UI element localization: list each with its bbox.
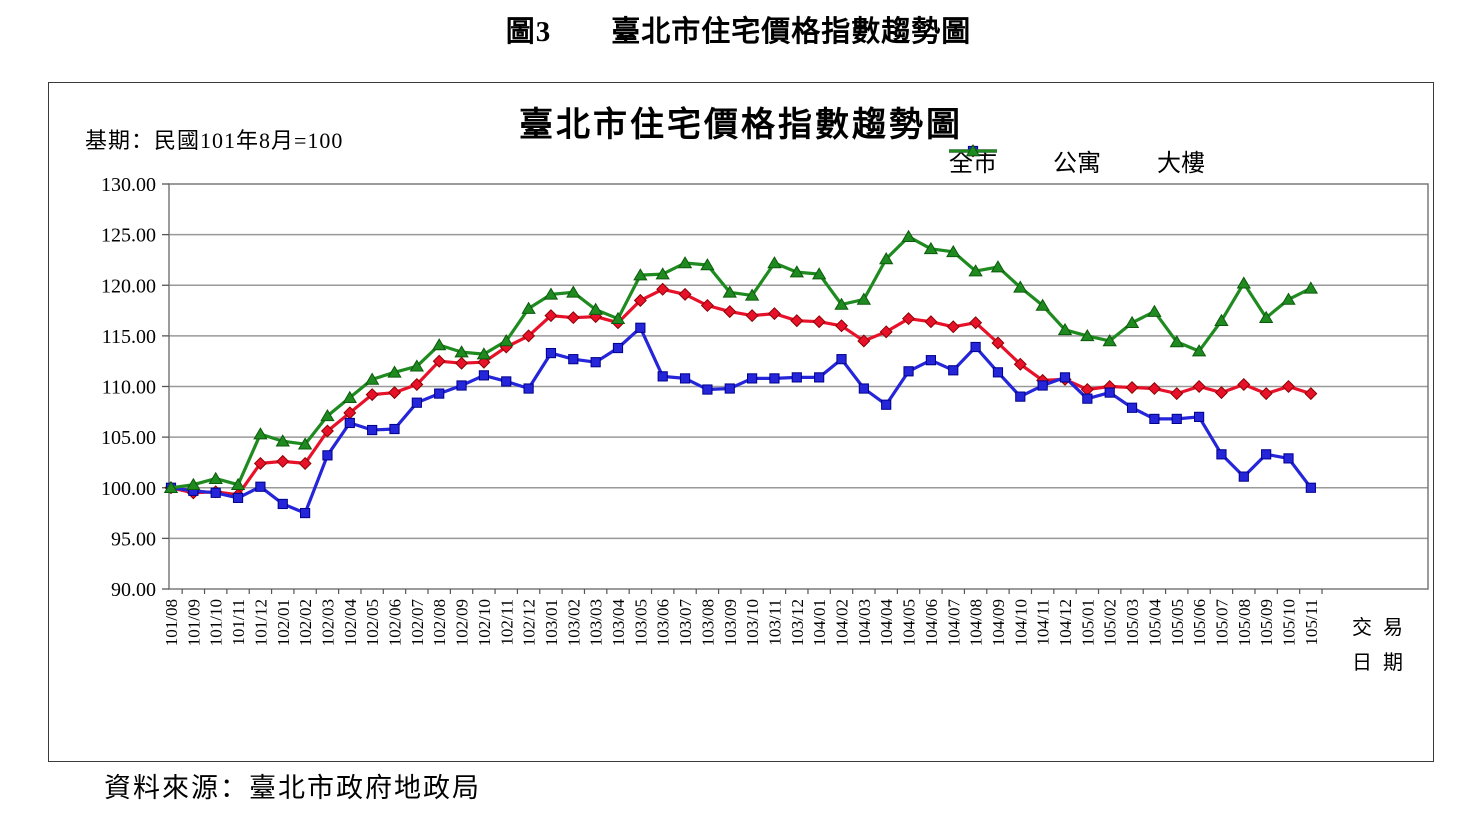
y-tick-label: 95.00 [111,528,156,550]
x-tick-label: 103/07 [676,599,695,647]
x-tick-label: 101/12 [251,599,270,646]
chart-title: 臺北市住宅價格指數趨勢圖 [519,107,963,144]
x-tick-label: 104/12 [1056,599,1075,646]
y-tick-label: 100.00 [101,478,156,500]
y-tick-label: 125.00 [101,225,156,247]
series-大樓-line [170,235,1312,490]
x-tick-label: 103/01 [542,599,561,646]
x-tick-label: 103/11 [765,599,784,646]
x-tick-label: 102/12 [520,599,539,646]
series-全市-line [170,287,1312,497]
x-tick-label: 104/10 [1011,599,1030,646]
series-全市 [164,282,1318,502]
x-tick-label: 101/08 [162,599,181,646]
y-tick-label: 130.00 [101,174,156,196]
x-tick-label: 102/04 [341,599,360,647]
x-tick-label: 102/09 [453,599,472,646]
x-tick-label: 103/04 [609,599,628,647]
chart-legend: 全市 公寓 大樓 [949,143,1205,178]
figure-title: 圖3 臺北市住宅價格指數趨勢圖 [505,16,972,48]
y-tick-label: 105.00 [101,427,156,449]
x-tick-label: 104/11 [1034,599,1053,646]
x-axis-label-line1: 交易 [1352,617,1414,639]
y-tick-label: 110.00 [102,377,156,399]
source-note: 資料來源：臺北市政府地政局 [104,773,481,803]
x-tick-label: 105/01 [1078,599,1097,646]
x-tick-label: 102/10 [475,599,494,646]
series-大樓 [163,229,1319,494]
x-tick-label: 105/06 [1190,599,1209,646]
x-tick-label: 103/12 [788,599,807,646]
gridlines [169,233,1428,540]
x-tick-label: 103/08 [698,599,717,646]
legend-triangle-marker-icon [949,144,997,157]
y-tick-label: 115.00 [102,326,156,348]
x-tick-label: 103/10 [743,599,762,646]
x-tick-label: 102/02 [296,599,315,646]
x-tick-label: 103/05 [631,599,650,646]
series-公寓-line [170,326,1313,515]
x-tick-label: 105/07 [1212,599,1231,647]
x-tick-label: 105/02 [1101,599,1120,646]
x-tick-label: 105/08 [1235,599,1254,646]
x-tick-label: 105/04 [1145,599,1164,647]
x-tick-label: 102/11 [497,599,516,646]
x-tick-label: 104/07 [944,599,963,647]
x-tick-label: 105/10 [1280,599,1299,646]
x-tick-label: 101/09 [184,599,203,646]
series-公寓 [165,322,1316,519]
x-tick-label: 102/08 [430,599,449,646]
x-tick-label: 104/01 [810,599,829,646]
x-tick-label: 103/06 [654,599,673,646]
x-tick-label: 105/09 [1257,599,1276,646]
legend-label: 公寓 [1053,151,1101,177]
x-tick-label: 101/11 [229,599,248,646]
legend-item-公寓: 公寓 [949,143,1101,178]
x-tick-label: 103/02 [564,599,583,646]
x-tick-label: 102/07 [408,599,427,647]
x-tick-label: 104/05 [900,599,919,646]
base-period-note: 基期：民國101年8月=100 [85,128,344,153]
x-axis-labels: 101/08 101/09 101/10 101/11 101/12 102/01 102/… [162,589,1323,647]
x-tick-label: 102/03 [318,599,337,646]
x-tick-label: 104/04 [877,599,896,647]
x-tick-label: 102/05 [363,599,382,646]
x-tick-label: 105/11 [1302,599,1321,646]
x-tick-label: 104/02 [833,599,852,646]
y-axis-labels: 130.00 125.00 120.00 115.00 110.00 105.00 100.… [101,174,169,601]
price-index-line-chart: 130.00 125.00 120.00 115.00 110.00 105.00 100.… [101,174,1429,647]
x-axis-label-line2: 日期 [1352,652,1414,674]
x-tick-label: 104/08 [967,599,986,646]
x-tick-label: 105/05 [1168,599,1187,646]
x-tick-label: 102/06 [386,599,405,646]
y-tick-label: 90.00 [111,579,156,601]
x-tick-label: 101/10 [207,599,226,646]
x-tick-label: 105/03 [1123,599,1142,646]
x-axis-label: 交易 日期 [1352,611,1414,681]
x-tick-label: 103/09 [721,599,740,646]
legend-item-大樓: 大樓 [949,143,1205,178]
x-tick-label: 104/03 [855,599,874,646]
legend-label: 大樓 [1157,151,1205,177]
x-tick-label: 104/09 [989,599,1008,646]
y-tick-label: 120.00 [101,275,156,297]
x-tick-label: 102/01 [274,599,293,646]
x-tick-label: 103/03 [587,599,606,646]
x-tick-label: 104/06 [922,599,941,646]
chart-outer-box: 130.00 125.00 120.00 115.00 110.00 105.00 100.… [48,82,1434,762]
